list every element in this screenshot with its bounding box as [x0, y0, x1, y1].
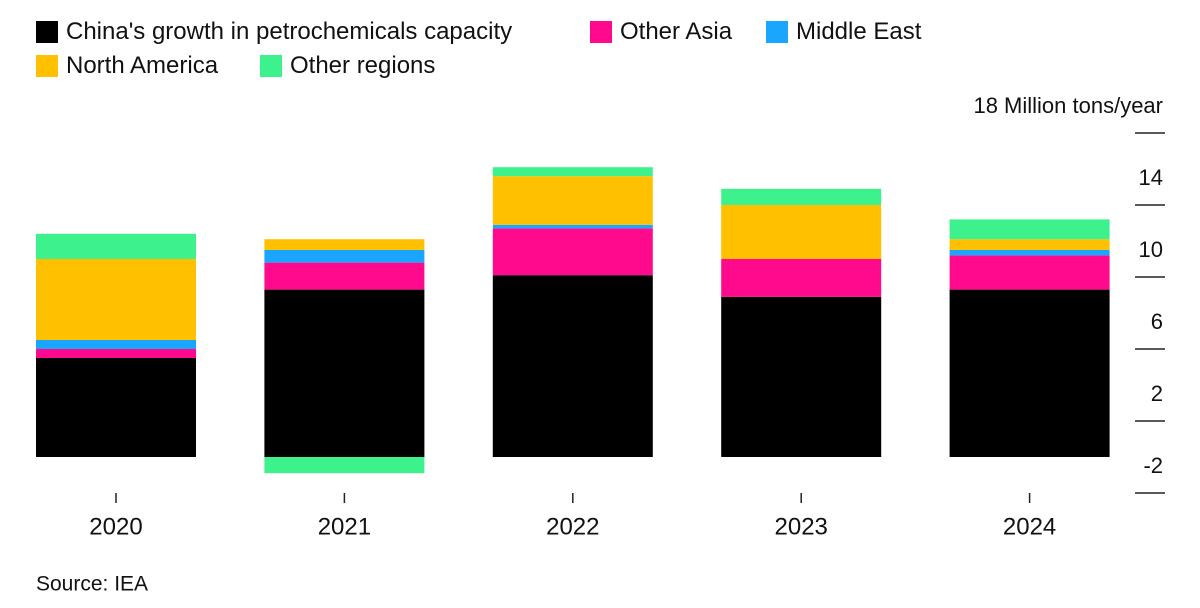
y-tick-label: -2: [1143, 453, 1163, 478]
bar-segment: [264, 250, 425, 263]
bar-segment: [264, 289, 425, 457]
source: Source: IEA: [36, 573, 148, 596]
bar-segment: [36, 259, 196, 340]
legend-item: China's growth in petrochemicals capacit…: [36, 18, 512, 46]
bar-segment: [36, 349, 196, 358]
legend-swatch: [260, 55, 282, 77]
bar-segment: [949, 255, 1110, 290]
legend-label: Middle East: [796, 18, 922, 45]
legend-swatch: [590, 21, 612, 43]
bar-segment: [721, 259, 882, 297]
x-tick-label: 2022: [546, 513, 599, 540]
x-tick-label: 2023: [775, 513, 828, 540]
y-tick-label: 6: [1151, 309, 1163, 334]
x-tick-label: 2024: [1003, 513, 1056, 540]
legend-label: Other regions: [290, 52, 436, 79]
bar-segment: [949, 289, 1110, 457]
x-tick-label: 2021: [318, 513, 371, 540]
y-tick-label: 14: [1139, 165, 1163, 190]
y-tick-label: 10: [1139, 237, 1163, 262]
legend-item: Middle East: [766, 18, 921, 46]
legend-label: China's growth in petrochemicals capacit…: [66, 18, 513, 45]
bar-segment: [492, 176, 653, 225]
bar-segment: [264, 262, 425, 290]
bar-segment: [949, 239, 1110, 250]
legend-swatch: [36, 21, 58, 43]
bar-segment: [721, 296, 882, 457]
legend-item: Other regions: [260, 52, 435, 80]
bar-segment: [949, 219, 1110, 240]
legend-swatch: [766, 21, 788, 43]
bar-segment: [36, 233, 196, 259]
x-tick-label: 2020: [89, 513, 142, 540]
bar-segment: [264, 457, 425, 474]
legend-label: Other Asia: [620, 18, 733, 45]
bar-segment: [492, 224, 653, 229]
bar-segment: [721, 188, 882, 205]
legend-swatch: [36, 55, 58, 77]
bar-segment: [492, 167, 653, 177]
y-tick-label: 2: [1151, 381, 1163, 406]
legend-label: North America: [66, 52, 219, 79]
y-tick-label: 18 Million tons/year: [973, 93, 1163, 118]
legend-item: Other Asia: [590, 18, 732, 46]
legend-item: North America: [36, 52, 218, 80]
bar-segment: [492, 275, 653, 457]
bar-segment: [36, 358, 196, 457]
bar-segment: [36, 340, 196, 349]
bar-segment: [949, 250, 1110, 256]
bar-segment: [492, 228, 653, 276]
bar-segment: [721, 205, 882, 259]
bar-segment: [264, 239, 425, 250]
